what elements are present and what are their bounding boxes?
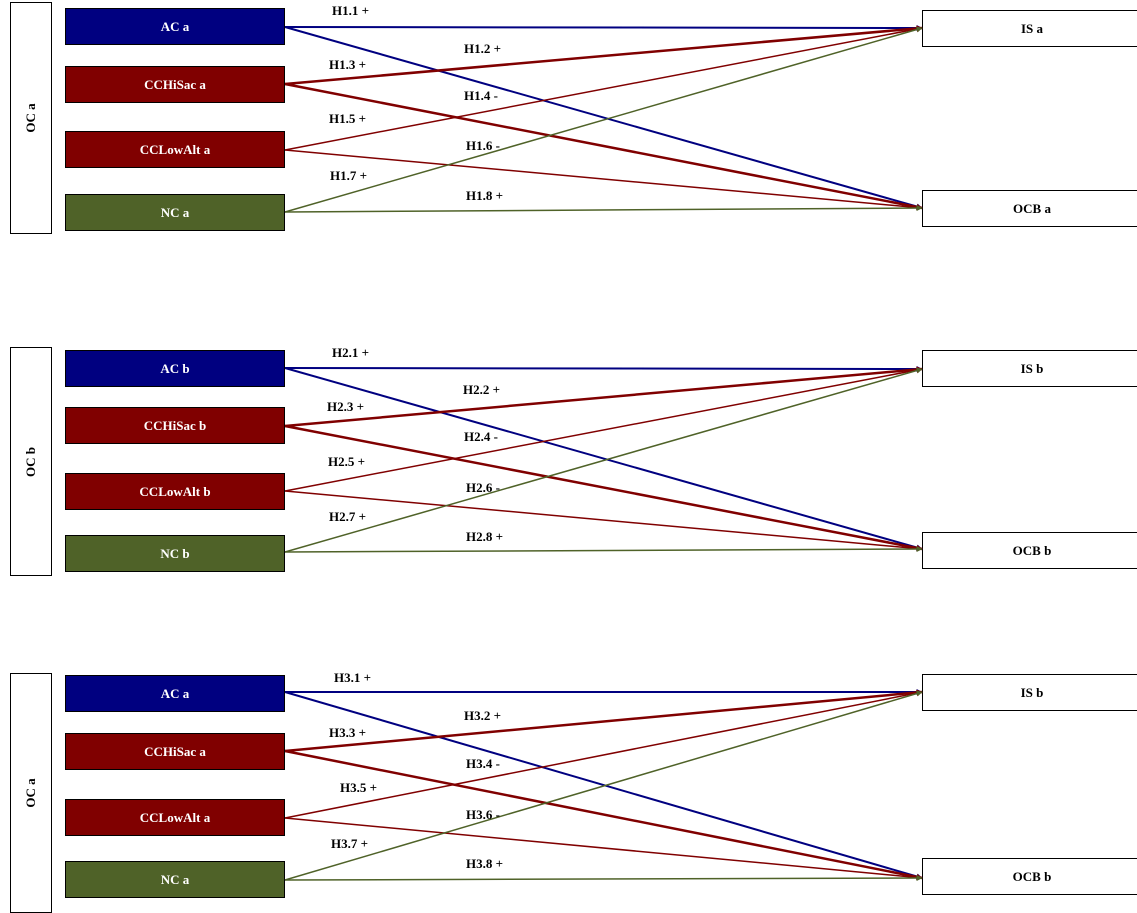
ac-to-ocb-arrow xyxy=(284,367,923,551)
nc-to-ocb-arrow xyxy=(284,205,923,213)
hypothesis-label: H2.7 + xyxy=(329,509,367,524)
hypothesis-label: H2.8 + xyxy=(466,529,504,544)
hypothesis-label: H2.5 + xyxy=(328,454,366,469)
cclowalt-to-is-arrow xyxy=(284,690,923,819)
outcome-box: IS a xyxy=(922,10,1137,47)
nc-to-ocb-arrow xyxy=(284,875,923,882)
hypothesis-label: H3.4 - xyxy=(466,756,500,771)
ac-to-is-arrow xyxy=(284,365,923,372)
cclowalt-to-is-arrow xyxy=(284,26,923,151)
hypothesis-label: H1.6 - xyxy=(466,138,500,153)
group-box: OC a xyxy=(10,673,52,913)
nc-to-is-arrow xyxy=(284,367,923,553)
path-arrows xyxy=(284,24,923,213)
hypothesis-label: H3.1 + xyxy=(334,670,372,685)
construct-box: AC b xyxy=(65,350,285,387)
hypothesis-label: H1.3 + xyxy=(329,57,367,72)
hypothesis-label: H3.7 + xyxy=(331,836,369,851)
cchisac-to-is-arrow xyxy=(284,689,923,753)
path-arrows xyxy=(284,365,923,553)
nc-to-is-arrow xyxy=(284,26,923,213)
model-panel-3: OC a AC a CCHiSac a CCLowAlt a NC a IS b… xyxy=(0,670,1137,913)
cchisac-to-ocb-arrow xyxy=(284,749,923,880)
group-box: OC b xyxy=(10,347,52,576)
hypothesis-label: H3.8 + xyxy=(466,856,504,871)
hypothesis-label: H3.3 + xyxy=(329,725,367,740)
construct-box: CCLowAlt a xyxy=(65,799,285,836)
cclowalt-to-ocb-arrow xyxy=(284,490,923,552)
hypothesis-label: H2.6 - xyxy=(466,480,500,495)
construct-box: NC a xyxy=(65,194,285,231)
hypothesis-label: H1.8 + xyxy=(466,188,504,203)
hypothesis-label: H1.4 - xyxy=(464,88,498,103)
hypothesis-label: H3.2 + xyxy=(464,708,502,723)
nc-to-ocb-arrow xyxy=(284,546,923,553)
construct-box: CCHiSac b xyxy=(65,407,285,444)
construct-box: AC a xyxy=(65,8,285,45)
hypothesis-label: H1.2 + xyxy=(464,41,502,56)
cclowalt-to-is-arrow xyxy=(284,367,923,492)
outcome-box: IS b xyxy=(922,674,1137,711)
cchisac-to-ocb-arrow xyxy=(284,82,923,210)
outcome-box: OCB b xyxy=(922,858,1137,895)
construct-box: CCLowAlt b xyxy=(65,473,285,510)
hypothesis-label: H3.5 + xyxy=(340,780,378,795)
cchisac-to-ocb-arrow xyxy=(284,424,923,551)
hypothesis-label: H1.5 + xyxy=(329,111,367,126)
group-box: OC a xyxy=(10,2,52,234)
hypothesis-label: H2.4 - xyxy=(464,429,498,444)
outcome-box: IS b xyxy=(922,350,1137,387)
path-arrows xyxy=(284,689,923,882)
model-panel-2: OC b AC b CCHiSac b CCLowAlt b NC b IS b… xyxy=(0,345,1137,585)
hypothesis-label: H3.6 - xyxy=(466,807,500,822)
construct-box: CCHiSac a xyxy=(65,733,285,770)
construct-box: NC b xyxy=(65,535,285,572)
construct-box: CCHiSac a xyxy=(65,66,285,103)
ac-to-is-arrow xyxy=(284,24,923,31)
model-panel-1: OC a AC a CCHiSac a CCLowAlt a NC a IS a… xyxy=(0,0,1137,240)
hypothesis-label: H1.7 + xyxy=(330,168,368,183)
hypothesis-label: H1.1 + xyxy=(332,3,370,18)
hypothesis-label: H2.3 + xyxy=(327,399,365,414)
construct-box: AC a xyxy=(65,675,285,712)
outcome-box: OCB b xyxy=(922,532,1137,569)
ac-to-ocb-arrow xyxy=(284,691,923,880)
cclowalt-to-ocb-arrow xyxy=(284,817,923,881)
nc-to-is-arrow xyxy=(284,690,923,881)
cchisac-to-is-arrow xyxy=(284,366,923,428)
cclowalt-to-ocb-arrow xyxy=(284,149,923,211)
ac-to-ocb-arrow xyxy=(284,26,923,210)
hypothesis-label: H2.1 + xyxy=(332,345,370,360)
cchisac-to-is-arrow xyxy=(284,25,923,86)
construct-box: CCLowAlt a xyxy=(65,131,285,168)
hypothesis-label: H2.2 + xyxy=(463,382,501,397)
